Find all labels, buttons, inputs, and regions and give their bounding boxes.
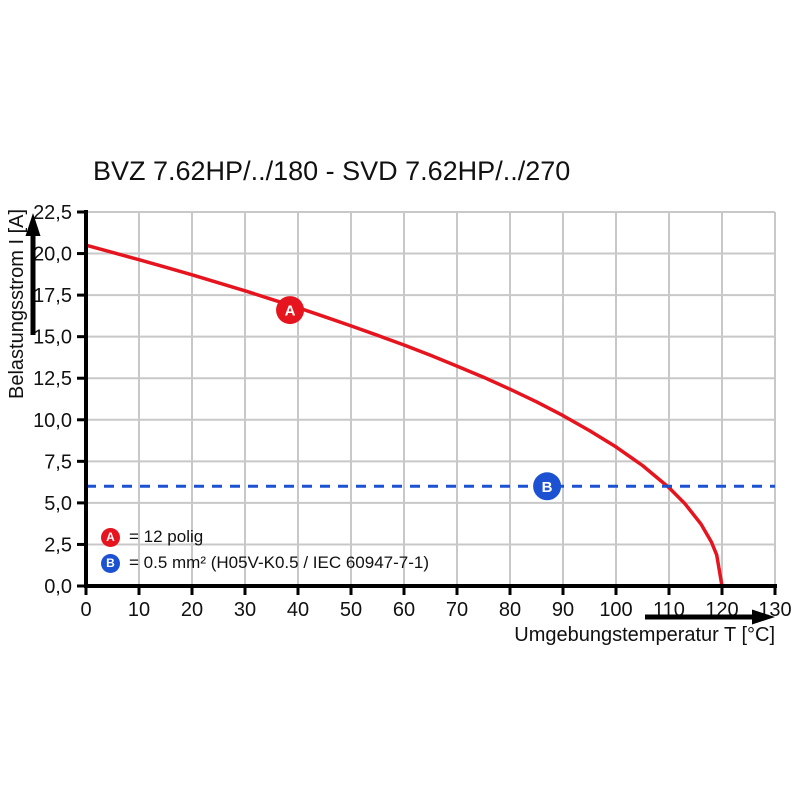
y-tick-label: 15,0 <box>33 327 72 349</box>
chart-title: BVZ 7.62HP/../180 - SVD 7.62HP/../270 <box>93 156 571 186</box>
y-tick-label: 20,0 <box>33 244 72 266</box>
y-tick-label: 5,0 <box>44 493 72 515</box>
x-axis-arrow <box>645 609 775 625</box>
marker-b-badge <box>533 472 562 501</box>
x-tick-label: 0 <box>80 599 91 621</box>
x-tick-label: 100 <box>599 599 632 621</box>
x-tick-label: 20 <box>181 599 203 621</box>
legend-b-badge: B <box>101 553 120 573</box>
legend-item-a: A = 12 polig <box>101 527 203 547</box>
legend-b-label: = 0.5 mm² (H05V-K0.5 / IEC 60947-7-1) <box>129 553 429 572</box>
x-tick-label: 60 <box>393 599 415 621</box>
x-axis-label: Umgebungstemperatur T [°C] <box>514 624 775 646</box>
y-axis-label: Belastungsstrom I [A] <box>6 208 28 399</box>
x-tick-label: 90 <box>552 599 574 621</box>
y-tick-label: 17,5 <box>33 285 72 307</box>
y-tick-label: 2,5 <box>44 534 72 556</box>
marker-b-letter: B <box>542 479 553 496</box>
legend-item-b: B = 0.5 mm² (H05V-K0.5 / IEC 60947-7-1) <box>101 553 429 573</box>
x-tick-label: 30 <box>234 599 256 621</box>
x-tick-label: 10 <box>128 599 150 621</box>
y-tick-label: 22,5 <box>33 202 72 224</box>
x-tick-label: 50 <box>340 599 362 621</box>
y-tick-label: 10,0 <box>33 410 72 432</box>
x-tick-label: 80 <box>499 599 521 621</box>
legend-a-label: = 12 polig <box>129 527 204 546</box>
y-axis-arrow <box>25 213 41 335</box>
legend-a-badge: A <box>101 527 120 547</box>
x-tick-label: 70 <box>446 599 468 621</box>
marker-a-letter: A <box>285 303 296 320</box>
marker-a-badge <box>276 296 305 325</box>
y-tick-label: 0,0 <box>44 576 72 598</box>
y-tick-label: 7,5 <box>44 451 72 473</box>
y-tick-label: 12,5 <box>33 368 72 390</box>
x-tick-label: 40 <box>287 599 309 621</box>
series-curve-0 <box>84 243 724 588</box>
